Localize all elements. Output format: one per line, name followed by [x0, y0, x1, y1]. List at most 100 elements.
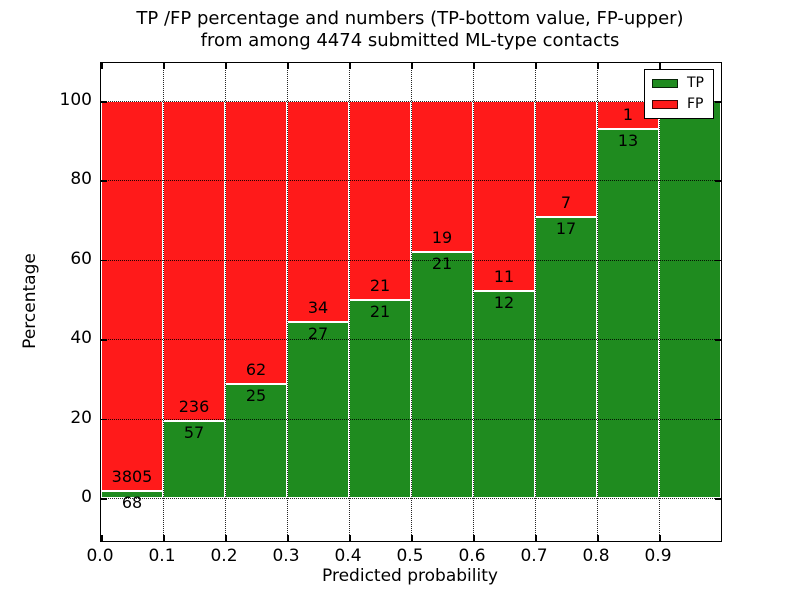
tp-count-label: 21: [431, 253, 453, 273]
x-tick-label: 0.2: [210, 546, 238, 566]
x-tick-mark: [597, 63, 599, 69]
fp-bar-segment: [411, 101, 473, 252]
vertical-gridline: [349, 63, 350, 541]
fp-bar-segment: [287, 101, 349, 323]
tp-bar-segment: [411, 251, 473, 498]
tp-bar-segment: [287, 322, 349, 498]
y-tick-mark: [101, 418, 107, 421]
y-tick-mark: [715, 339, 721, 341]
vertical-gridline: [659, 63, 660, 541]
fp-count-label: 62: [245, 359, 267, 379]
fp-bar-segment: [349, 101, 411, 300]
x-tick-mark: [287, 63, 289, 69]
x-tick-mark: [473, 535, 475, 541]
x-tick-mark: [411, 535, 413, 541]
vertical-gridline: [597, 63, 598, 541]
tp-bar-segment: [473, 290, 535, 498]
fp-bar-segment: [535, 101, 597, 217]
x-tick-mark: [225, 63, 227, 69]
y-tick-mark: [715, 498, 721, 500]
x-tick-mark: [225, 535, 227, 541]
x-tick-label: 0.4: [334, 546, 362, 566]
tp-count-label: 27: [307, 324, 329, 344]
vertical-gridline: [535, 63, 536, 541]
fp-bar-segment: [163, 101, 225, 421]
vertical-gridline: [225, 63, 226, 541]
fp-bar-segment: [101, 101, 163, 491]
vertical-gridline: [163, 63, 164, 541]
tp-bar-segment: [225, 383, 287, 498]
x-axis-label: Predicted probability: [322, 566, 498, 586]
x-tick-label: 0.9: [644, 546, 672, 566]
x-tick-mark: [287, 535, 289, 541]
fp-count-label: 1: [622, 105, 634, 125]
fp-count-label: 34: [307, 298, 329, 318]
x-tick-mark: [473, 63, 475, 69]
tp-count-label: 68: [121, 493, 143, 512]
x-tick-mark: [411, 63, 413, 69]
y-tick-mark: [101, 180, 107, 182]
y-tick-mark: [101, 498, 107, 500]
y-tick-label: 80: [70, 169, 92, 190]
x-tick-label: 0.6: [458, 546, 486, 566]
fp-count-label: 21: [369, 275, 391, 295]
x-tick-label: 0.7: [520, 546, 548, 566]
tp-count-label: 21: [369, 301, 391, 321]
legend-label-tp: TP: [687, 75, 704, 91]
x-tick-label: 0.1: [148, 546, 176, 566]
legend: TP FP: [644, 69, 714, 119]
tp-swatch-icon: [652, 79, 678, 88]
y-tick-label: 20: [70, 407, 92, 428]
x-tick-label: 0.5: [396, 546, 424, 566]
y-tick-mark: [101, 101, 107, 103]
y-axis-label: Percentage: [20, 253, 40, 349]
y-tick-mark: [101, 339, 107, 341]
y-tick-mark: [101, 259, 107, 262]
x-tick-mark: [349, 535, 351, 541]
y-tick-mark: [715, 180, 721, 182]
y-tick-label: 40: [70, 328, 92, 349]
tp-bar-segment: [597, 129, 659, 498]
fp-count-label: 3805: [111, 467, 153, 486]
tp-bar-segment: [349, 299, 411, 498]
x-tick-mark: [535, 63, 537, 69]
x-tick-mark: [535, 535, 537, 541]
vertical-gridline: [287, 63, 288, 541]
x-tick-label: 0.8: [582, 546, 610, 566]
chart-title-line2: from among 4474 submitted ML-type contac…: [200, 30, 620, 51]
x-tick-mark: [659, 535, 661, 541]
fp-count-label: 11: [493, 266, 515, 286]
plot-area: TP FP 3805 68 236 57 62 25 34 27 21 21 19 21 11 12 7 17…: [100, 62, 722, 542]
x-tick-mark: [163, 63, 165, 69]
tp-count-label: 12: [493, 292, 515, 312]
tp-count-label: 57: [183, 422, 205, 442]
chart-title: TP /FP percentage and numbers (TP-bottom…: [100, 8, 720, 52]
y-tick-mark: [715, 101, 721, 103]
x-tick-mark: [349, 63, 351, 69]
tp-count-label: 17: [555, 218, 577, 238]
fp-bar-segment: [473, 101, 535, 291]
tp-count-label: 13: [617, 131, 639, 151]
x-tick-label: 0.3: [272, 546, 300, 566]
y-tick-label: 60: [70, 248, 92, 269]
x-tick-label: 0.0: [86, 546, 114, 566]
legend-item-fp: FP: [652, 97, 704, 112]
chart-title-line1: TP /FP percentage and numbers (TP-bottom…: [136, 8, 684, 29]
x-tick-mark: [597, 535, 599, 541]
y-tick-mark: [715, 259, 721, 262]
x-tick-mark: [163, 535, 165, 541]
fp-count-label: 236: [178, 396, 210, 416]
x-tick-mark: [101, 535, 103, 541]
tp-bar-segment: [659, 101, 721, 498]
y-tick-label: 100: [59, 90, 92, 110]
tp-count-label: 25: [245, 385, 267, 405]
legend-label-fp: FP: [687, 96, 704, 112]
fp-count-label: 7: [560, 192, 572, 212]
y-tick-mark: [715, 418, 721, 421]
x-tick-mark: [101, 63, 103, 69]
legend-item-tp: TP: [652, 76, 704, 91]
tp-bar-segment: [101, 491, 163, 498]
fp-count-label: 19: [431, 227, 453, 247]
y-tick-label: 0: [81, 487, 92, 507]
